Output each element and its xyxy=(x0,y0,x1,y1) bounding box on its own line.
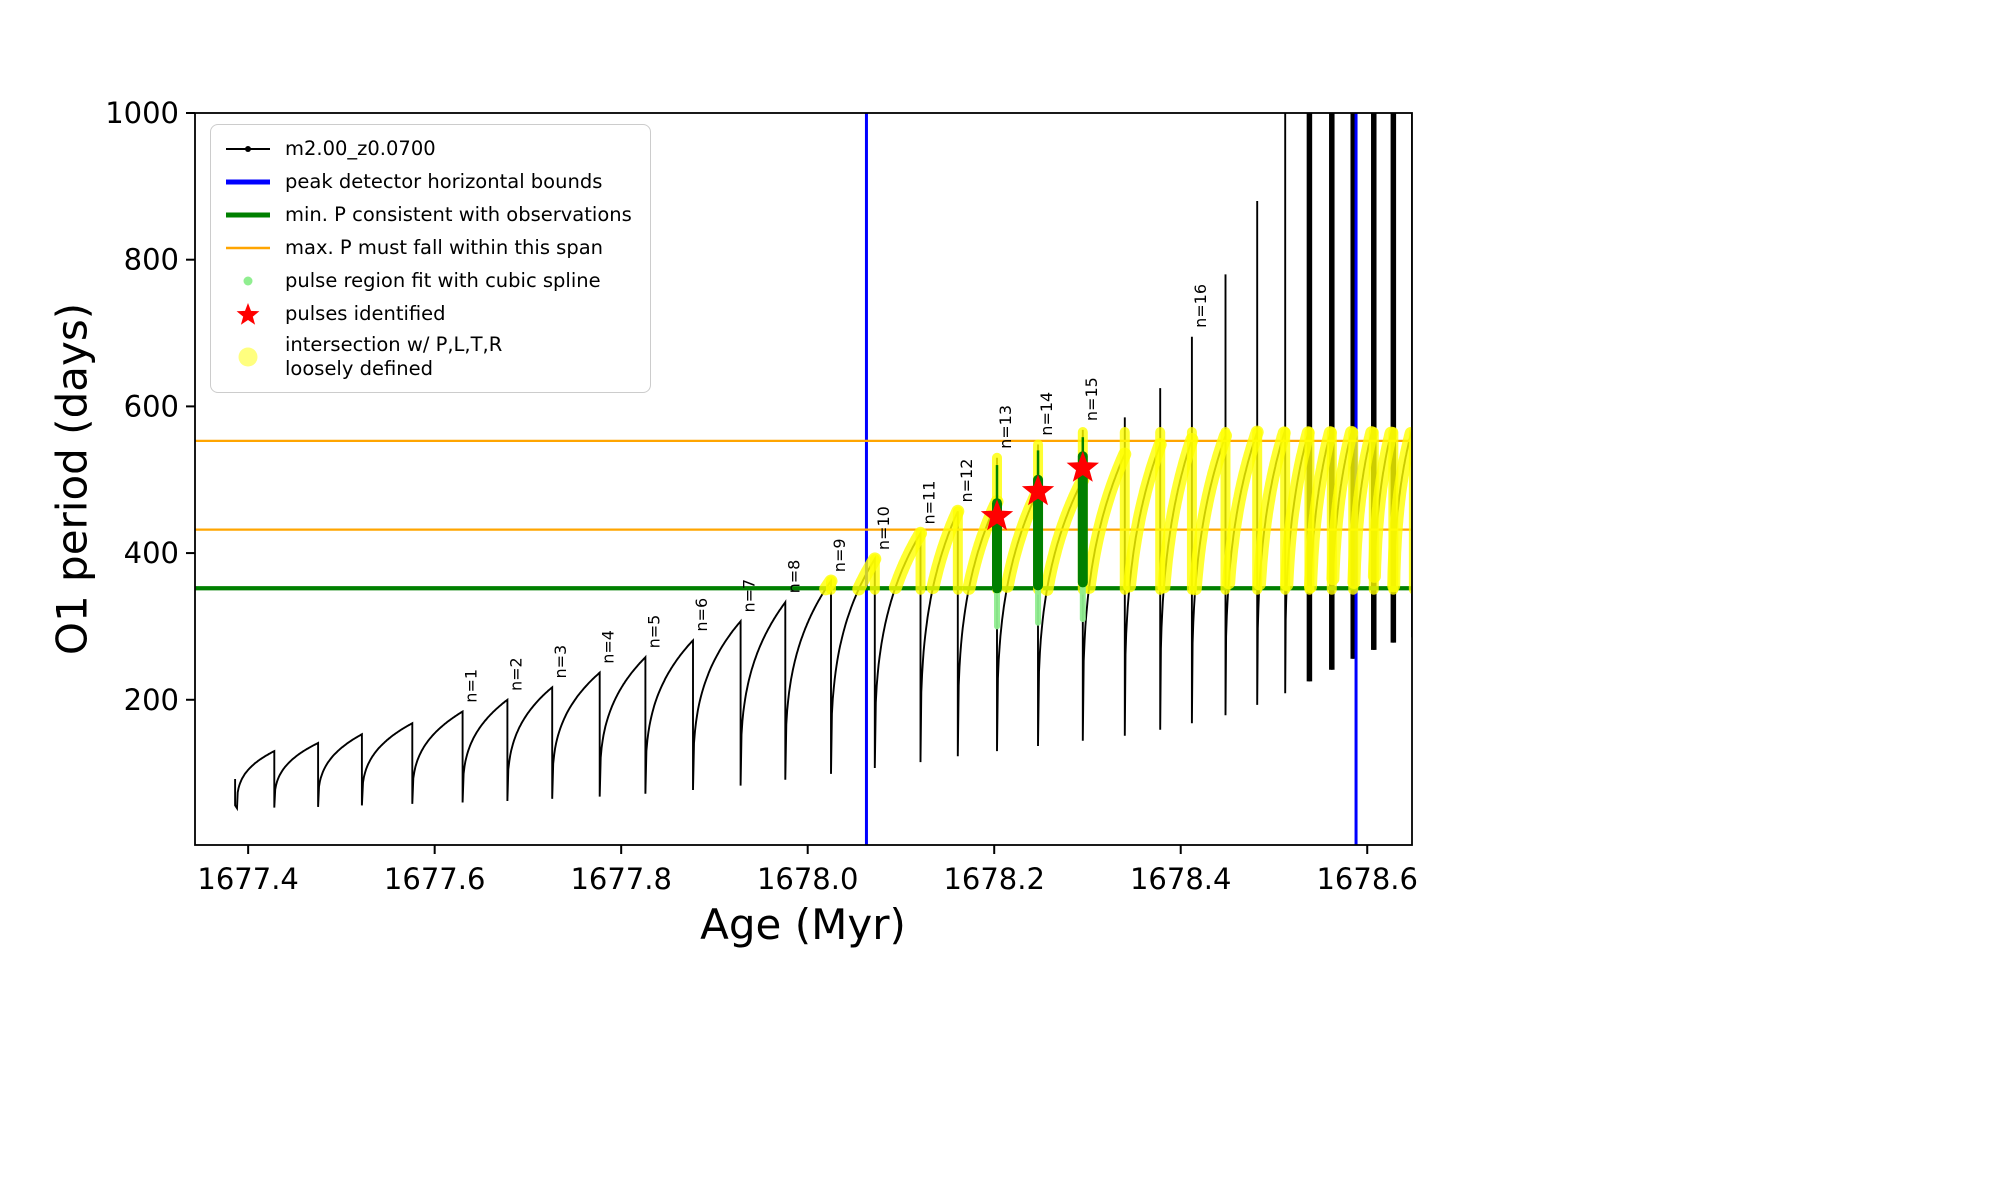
peak-label: n=3 xyxy=(551,645,570,679)
plot-frame xyxy=(194,112,1413,846)
marker-star xyxy=(236,303,260,325)
intersection-overlay xyxy=(1367,426,1398,583)
legend-item-label: peak detector horizontal bounds xyxy=(285,169,603,193)
thick-line-legend-marker-icon xyxy=(226,179,270,185)
peak-label: n=2 xyxy=(506,657,525,691)
peak-label: n=16 xyxy=(1191,284,1210,328)
intersection-overlay xyxy=(1387,426,1412,593)
x-tick-label: 1678.2 xyxy=(943,862,1044,896)
peak-label: n=5 xyxy=(644,615,663,649)
y-tick-label: 400 xyxy=(124,536,179,570)
peak-label: n=14 xyxy=(1037,392,1056,436)
marker-dot xyxy=(243,276,253,286)
intersection-overlay xyxy=(1347,426,1379,589)
legend-item: intersection w/ P,L,T,R loosely defined xyxy=(223,333,632,382)
peak-label: n=9 xyxy=(830,538,849,572)
y-tick-label: 600 xyxy=(124,389,179,423)
y-tick-label: 800 xyxy=(124,243,179,277)
intersection-overlay xyxy=(1082,447,1132,594)
legend-item: min. P consistent with observations xyxy=(223,201,632,229)
pulse-star xyxy=(1021,474,1055,506)
x-tick-label: 1678.6 xyxy=(1316,862,1417,896)
thick-line-legend-marker-icon xyxy=(226,212,270,218)
legend-item-label: m2.00_z0.0700 xyxy=(285,136,436,160)
line-dot-legend-marker-icon xyxy=(226,146,270,152)
peak-label: n=10 xyxy=(874,506,893,550)
y-tick-label: 1000 xyxy=(105,96,179,130)
x-tick-label: 1677.4 xyxy=(197,862,298,896)
intersection-overlay xyxy=(1040,473,1090,596)
dot-small-legend-marker-icon xyxy=(243,276,253,286)
legend-item: m2.00_z0.0700 xyxy=(223,135,632,163)
peak-label: n=11 xyxy=(920,481,939,525)
legend-item: max. P must fall within this span xyxy=(223,234,632,262)
marker-dot xyxy=(245,146,251,152)
legend-item: peak detector horizontal bounds xyxy=(223,168,632,196)
marker-dot xyxy=(238,347,258,367)
x-axis-label: Age (Myr) xyxy=(700,900,906,949)
y-tick-label: 200 xyxy=(124,683,179,717)
x-tick-label: 1678.0 xyxy=(757,862,858,896)
legend-item: pulses identified xyxy=(223,300,632,328)
intersection-overlay xyxy=(1000,484,1045,593)
peak-label: n=15 xyxy=(1082,377,1101,421)
peak-label: n=7 xyxy=(740,579,759,613)
peak-label: n=4 xyxy=(599,630,618,664)
x-tick-label: 1677.8 xyxy=(570,862,671,896)
legend-item-label: max. P must fall within this span xyxy=(285,235,604,259)
legend-item: pulse region fit with cubic spline xyxy=(223,267,632,295)
pulse-star xyxy=(980,499,1014,531)
x-tick-label: 1678.4 xyxy=(1130,862,1231,896)
legend-item-label: intersection w/ P,L,T,R loosely defined xyxy=(285,333,503,381)
x-tick-label: 1677.6 xyxy=(384,862,485,896)
peak-label: n=8 xyxy=(784,560,803,594)
dot-large-legend-marker-icon xyxy=(238,347,258,367)
peak-label: n=12 xyxy=(957,459,976,503)
plot-area xyxy=(195,113,1412,845)
y-axis-label: O1 period (days) xyxy=(47,302,97,656)
line-legend-marker-icon xyxy=(226,246,270,250)
peak-label: n=1 xyxy=(462,669,481,703)
star-legend-marker-icon xyxy=(236,303,260,325)
pulse-star xyxy=(1066,451,1099,482)
legend-item-label: pulse region fit with cubic spline xyxy=(285,268,601,292)
peak-label: n=13 xyxy=(996,405,1015,449)
legend-item-label: pulses identified xyxy=(285,301,446,325)
intersection-overlay xyxy=(1253,426,1291,591)
peak-label: n=6 xyxy=(692,598,711,632)
intersection-overlay xyxy=(1123,438,1167,593)
legend-item-label: min. P consistent with observations xyxy=(285,202,632,226)
